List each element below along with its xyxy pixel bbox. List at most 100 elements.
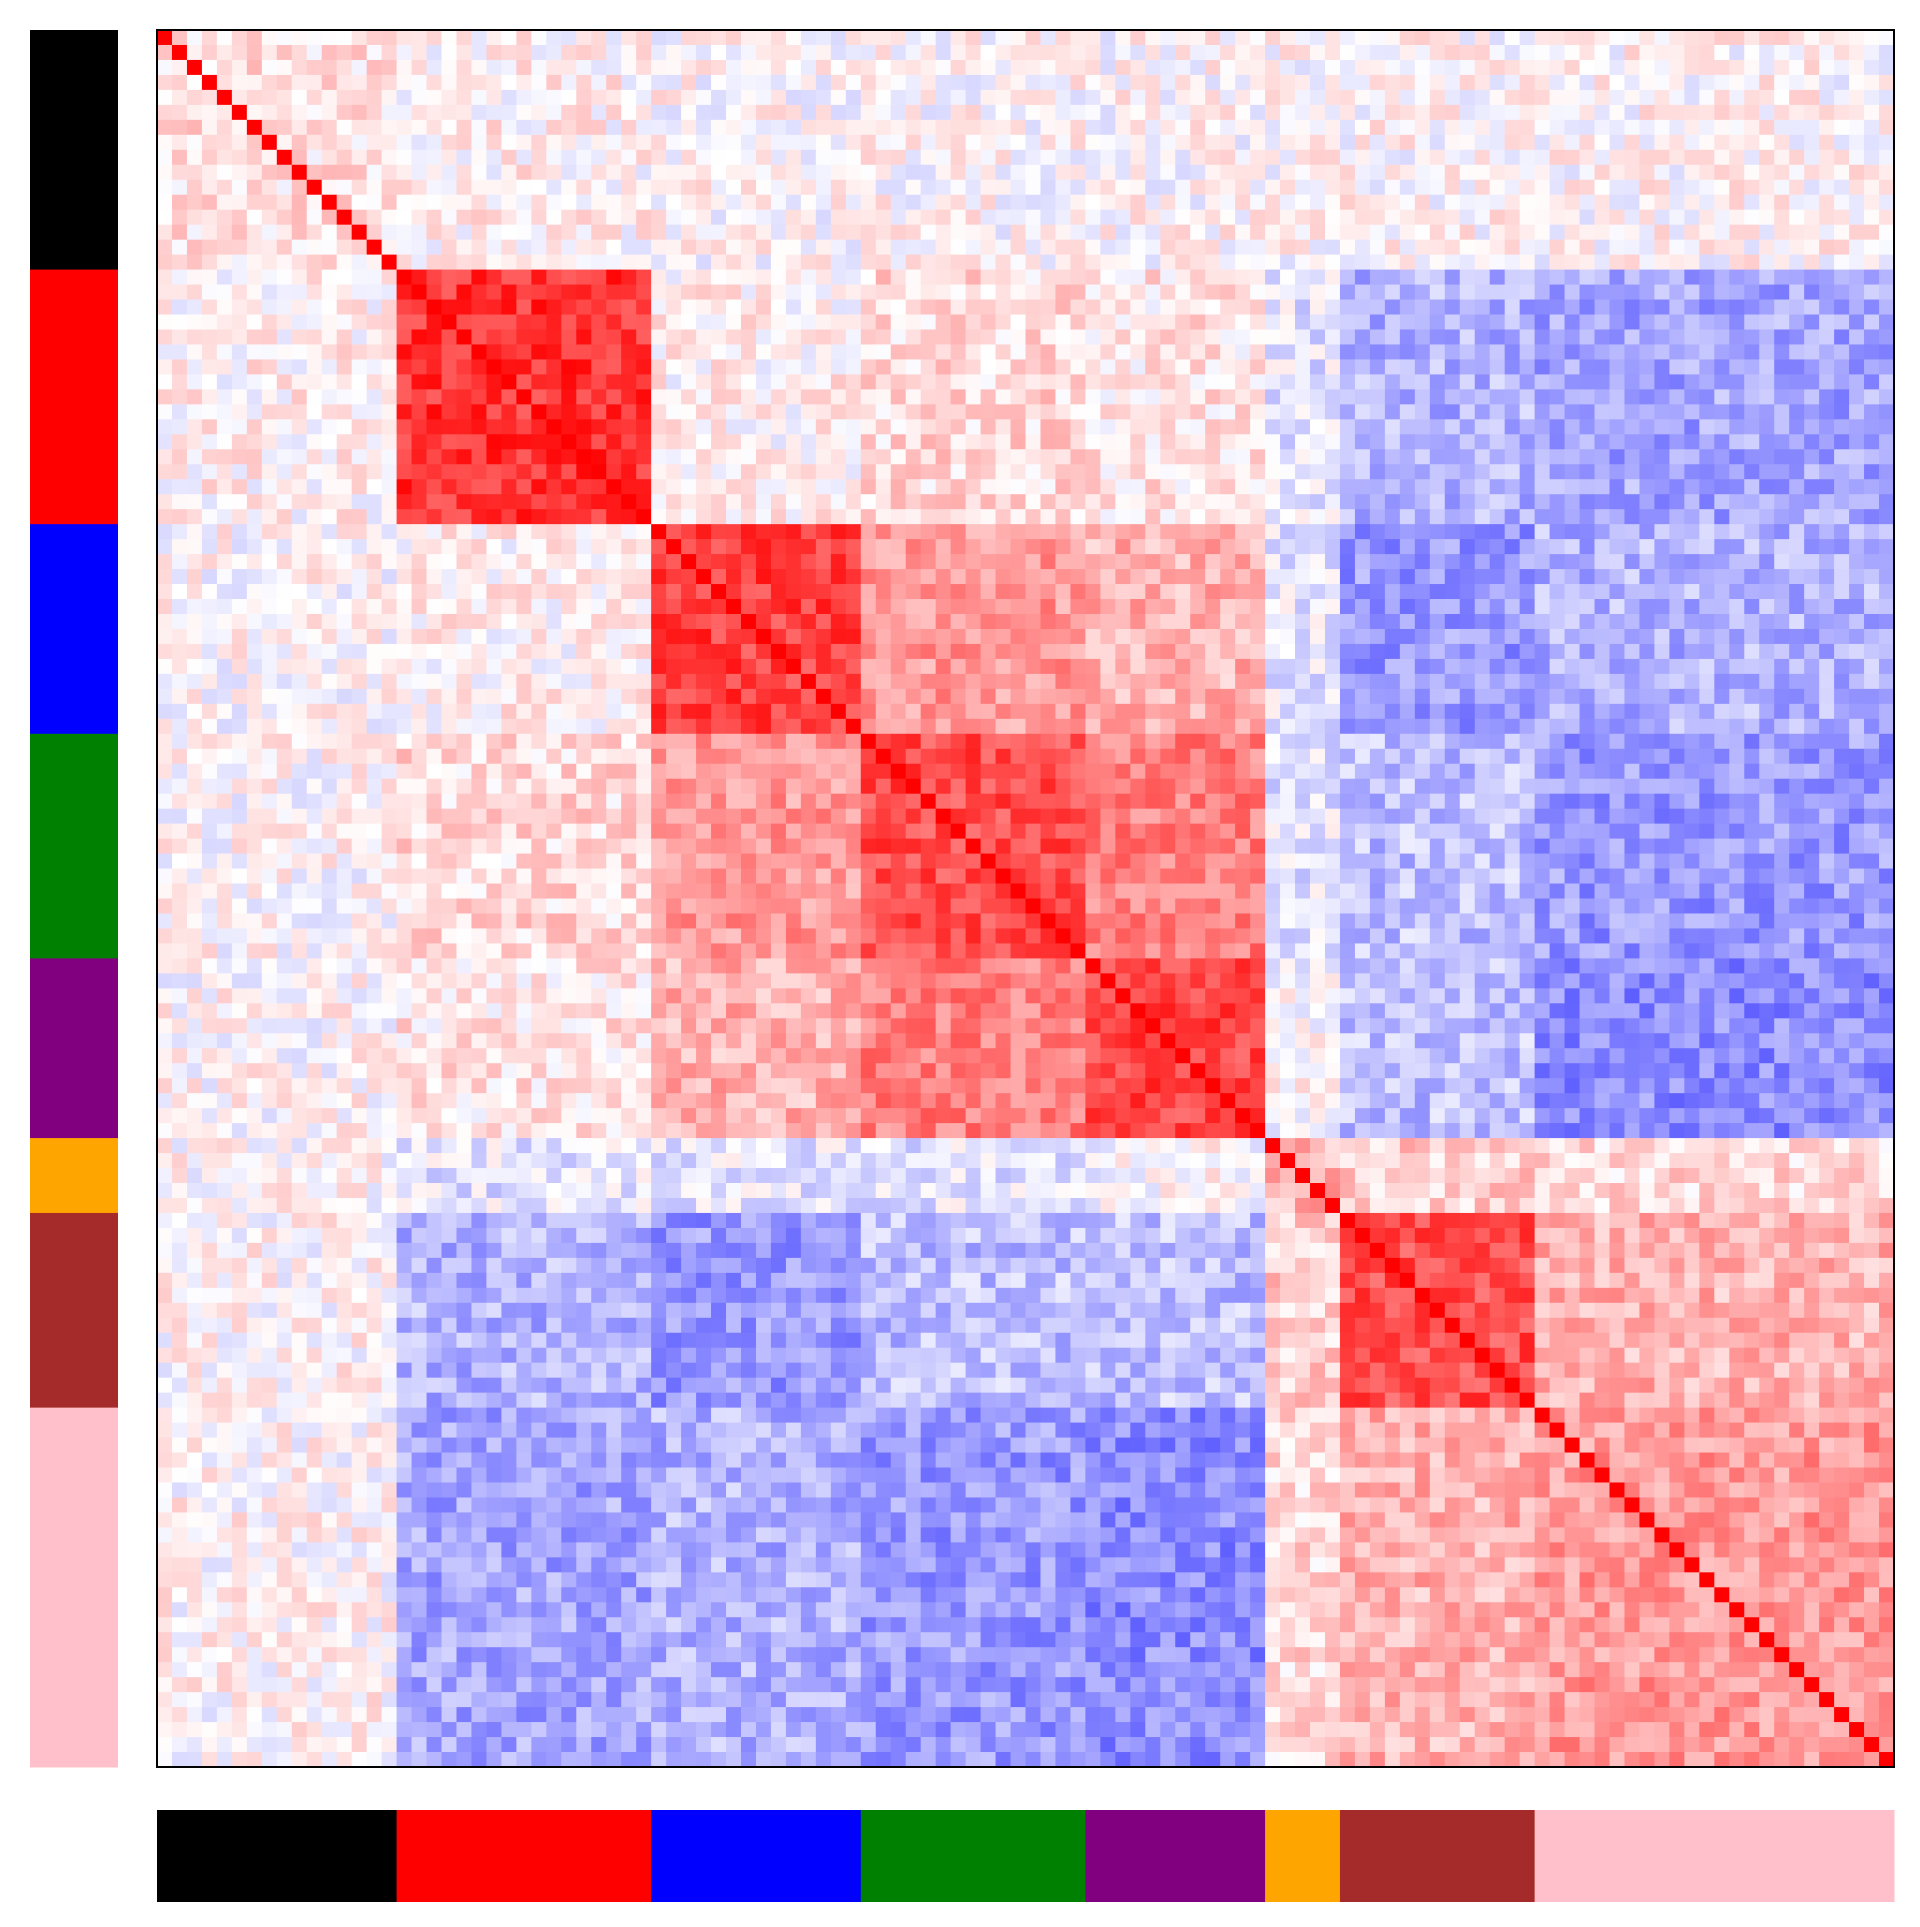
heatmap-cell	[681, 164, 697, 181]
heatmap-cell	[1399, 584, 1416, 600]
heatmap-cell	[681, 74, 697, 91]
heatmap-cell	[261, 554, 278, 570]
heatmap-cell	[1399, 613, 1416, 630]
heatmap-cell	[157, 359, 173, 376]
heatmap-cell	[681, 584, 697, 600]
heatmap-cell	[980, 89, 997, 106]
heatmap-cell	[246, 359, 263, 376]
heatmap-cell	[216, 344, 233, 361]
heatmap-cell	[411, 464, 428, 480]
heatmap-cell	[576, 239, 592, 256]
heatmap-cell	[1474, 494, 1491, 510]
heatmap-cell	[1205, 374, 1221, 390]
heatmap-cell	[291, 658, 308, 675]
heatmap-cell	[905, 104, 922, 121]
heatmap-cell	[1714, 74, 1730, 91]
heatmap-cell	[1429, 464, 1446, 480]
heatmap-cell	[905, 509, 922, 525]
heatmap-cell	[1699, 194, 1715, 211]
heatmap-cell	[666, 374, 682, 390]
heatmap-cell	[890, 119, 907, 136]
heatmap-cell	[1070, 224, 1086, 241]
heatmap-cell	[366, 599, 383, 615]
heatmap-cell	[1579, 164, 1596, 181]
heatmap-cell	[471, 224, 488, 241]
heatmap-cell	[201, 404, 218, 420]
heatmap-cell	[860, 284, 877, 301]
heatmap-cell	[711, 59, 727, 76]
heatmap-cell	[1205, 89, 1221, 106]
heatmap-cell	[1310, 119, 1326, 136]
heatmap-cell	[1534, 584, 1551, 600]
heatmap-cell	[890, 628, 907, 645]
heatmap-cell	[1774, 643, 1790, 660]
heatmap-cell	[1639, 479, 1656, 495]
heatmap-cell	[501, 74, 517, 91]
heatmap-cell	[1639, 434, 1656, 450]
heatmap-cell	[1444, 434, 1461, 450]
heatmap-cell	[1040, 539, 1057, 555]
heatmap-cell	[1579, 239, 1596, 256]
heatmap-cell	[815, 74, 832, 91]
heatmap-cell	[1849, 554, 1865, 570]
heatmap-cell	[1624, 658, 1641, 675]
heatmap-cell	[1175, 464, 1191, 480]
heatmap-cell	[546, 479, 562, 495]
heatmap-cell	[157, 419, 173, 435]
heatmap-cell	[336, 554, 353, 570]
heatmap-cell	[291, 74, 308, 91]
heatmap-cell	[366, 658, 383, 675]
heatmap-cell	[785, 149, 802, 166]
heatmap-cell	[231, 44, 248, 61]
heatmap-cell	[1774, 104, 1790, 121]
heatmap-cell	[1265, 254, 1281, 271]
heatmap-cell	[261, 164, 278, 181]
heatmap-cell	[785, 224, 802, 241]
heatmap-cell	[426, 569, 443, 585]
heatmap-cell	[456, 434, 473, 450]
heatmap-cell	[726, 74, 742, 91]
heatmap-cell	[920, 44, 937, 61]
heatmap-cell	[636, 374, 652, 390]
heatmap-cell	[606, 209, 622, 226]
heatmap-cell	[1220, 314, 1236, 331]
heatmap-cell	[276, 119, 293, 136]
heatmap-cell	[1624, 209, 1641, 226]
heatmap-cell	[201, 239, 218, 256]
heatmap-cell	[1639, 269, 1656, 286]
heatmap-cell	[651, 44, 667, 61]
heatmap-cell	[636, 643, 652, 660]
heatmap-cell	[1384, 479, 1401, 495]
heatmap-cell	[471, 179, 488, 196]
heatmap-cell	[1714, 628, 1730, 645]
heatmap-cell	[1879, 569, 1895, 585]
heatmap-cell	[770, 119, 787, 136]
heatmap-cell	[381, 179, 398, 196]
heatmap-cell	[1399, 44, 1416, 61]
heatmap-cell	[1459, 89, 1476, 106]
heatmap-cell	[1474, 89, 1491, 106]
heatmap-cell	[1819, 539, 1835, 555]
heatmap-cell	[1789, 434, 1805, 450]
heatmap-cell	[815, 224, 832, 241]
heatmap-cell	[1250, 329, 1266, 346]
heatmap-cell	[890, 104, 907, 121]
heatmap-cell	[726, 419, 742, 435]
heatmap-cell	[1235, 314, 1251, 331]
heatmap-cell	[681, 194, 697, 211]
heatmap-cell	[636, 658, 652, 675]
heatmap-cell	[1474, 284, 1491, 301]
heatmap-cell	[1265, 59, 1281, 76]
heatmap-cell	[1759, 299, 1775, 316]
heatmap-cell	[1085, 389, 1101, 405]
heatmap-cell	[531, 524, 547, 540]
heatmap-cell	[1774, 509, 1790, 525]
heatmap-cell	[336, 269, 353, 286]
heatmap-cell	[1834, 269, 1850, 286]
heatmap-cell	[1369, 164, 1386, 181]
heatmap-cell	[636, 299, 652, 316]
heatmap-cell	[1564, 119, 1581, 136]
heatmap-cell	[696, 599, 712, 615]
heatmap-cell	[1040, 44, 1057, 61]
heatmap-cell	[186, 44, 203, 61]
